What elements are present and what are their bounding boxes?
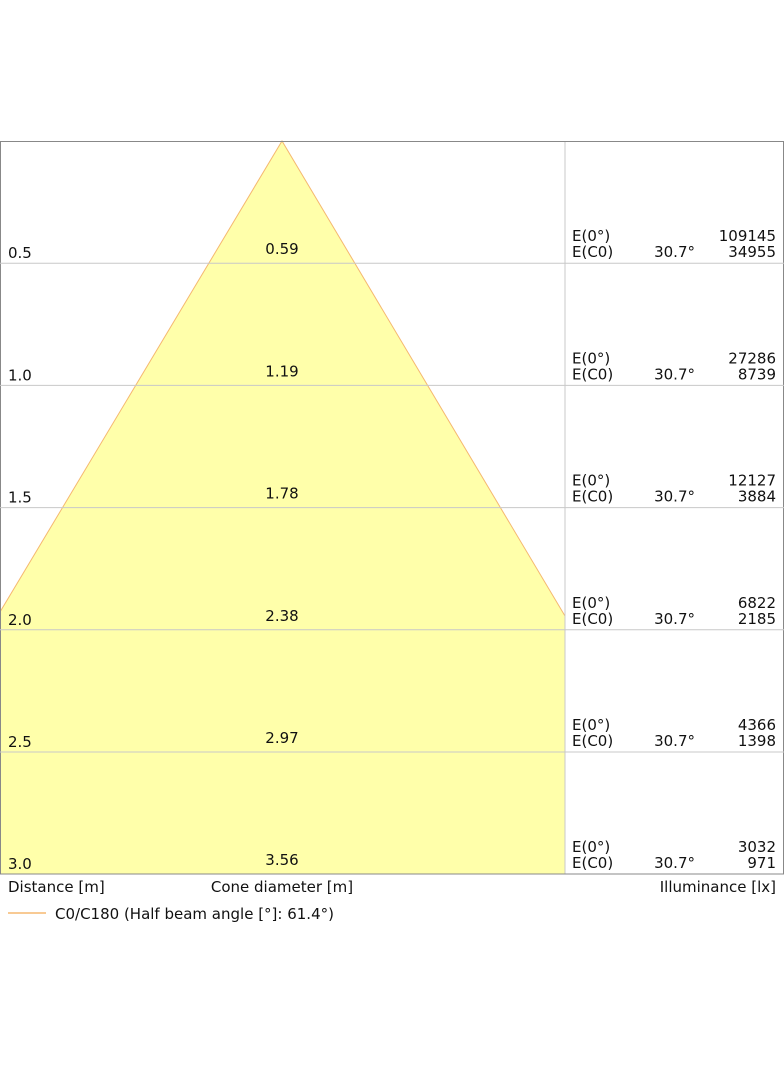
ec0-label: E(C0) [572, 243, 613, 261]
ec0-value: 34955 [728, 243, 776, 261]
ec0-value: 971 [747, 854, 776, 872]
e0-label: E(0°) [572, 349, 610, 367]
e0-label: E(0°) [572, 227, 610, 245]
e0-value: 109145 [719, 227, 776, 245]
ec0-value: 3884 [738, 488, 776, 506]
diameter-label: 1.78 [265, 485, 298, 503]
illuminance-axis-label: Illuminance [lx] [660, 878, 776, 896]
legend-label: C0/C180 (Half beam angle [°]: 61.4°) [55, 905, 334, 923]
angle-label: 30.7° [654, 732, 695, 750]
e0-label: E(0°) [572, 472, 610, 490]
angle-label: 30.7° [654, 610, 695, 628]
ec0-label: E(C0) [572, 488, 613, 506]
diameter-label: 2.97 [265, 729, 298, 747]
diameter-label: 3.56 [265, 851, 298, 869]
distance-label: 1.0 [8, 366, 32, 384]
ec0-value: 1398 [738, 732, 776, 750]
ec0-label: E(C0) [572, 365, 613, 383]
e0-value: 27286 [728, 349, 776, 367]
e0-label: E(0°) [572, 594, 610, 612]
distance-axis-label: Distance [m] [8, 878, 105, 896]
diameter-label: 2.38 [265, 607, 298, 625]
e0-value: 12127 [728, 472, 776, 490]
angle-label: 30.7° [654, 243, 695, 261]
angle-label: 30.7° [654, 854, 695, 872]
cone-axis-label: Cone diameter [m] [211, 878, 353, 896]
ec0-label: E(C0) [572, 854, 613, 872]
e0-label: E(0°) [572, 838, 610, 856]
ec0-label: E(C0) [572, 610, 613, 628]
angle-label: 30.7° [654, 365, 695, 383]
ec0-label: E(C0) [572, 732, 613, 750]
e0-label: E(0°) [572, 716, 610, 734]
distance-label: 2.0 [8, 611, 32, 629]
e0-value: 6822 [738, 594, 776, 612]
ec0-value: 2185 [738, 610, 776, 628]
distance-label: 2.5 [8, 733, 32, 751]
ec0-value: 8739 [738, 365, 776, 383]
e0-value: 4366 [738, 716, 776, 734]
diameter-label: 0.59 [265, 240, 298, 258]
e0-value: 3032 [738, 838, 776, 856]
distance-label: 1.5 [8, 489, 32, 507]
distance-label: 0.5 [8, 244, 32, 262]
angle-label: 30.7° [654, 488, 695, 506]
distance-label: 3.0 [8, 855, 32, 873]
diameter-label: 1.19 [265, 362, 298, 380]
